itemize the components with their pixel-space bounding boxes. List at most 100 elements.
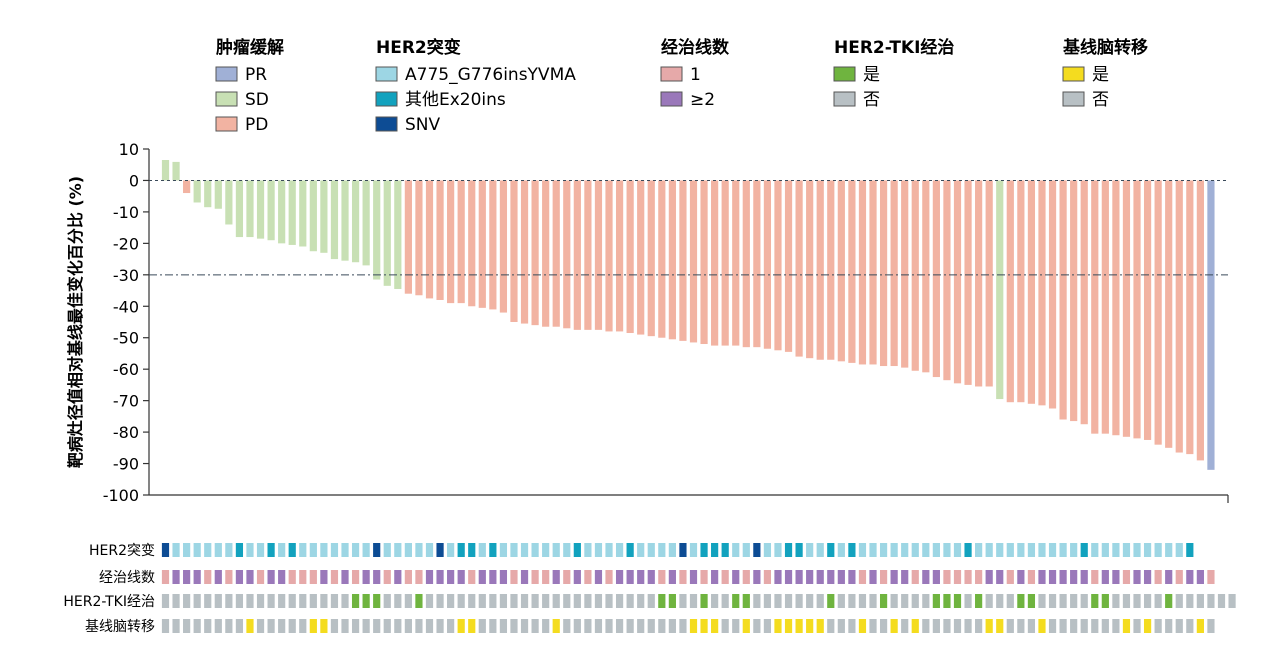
bar xyxy=(362,180,370,266)
track-cell xyxy=(879,543,888,557)
track-cell xyxy=(214,570,222,584)
bar xyxy=(732,180,740,346)
bar xyxy=(742,180,750,348)
track-cell xyxy=(901,543,909,557)
track-cell xyxy=(816,594,824,608)
track-cell xyxy=(362,570,370,584)
track-cell xyxy=(637,594,645,608)
track-cell xyxy=(784,619,793,633)
track-cell xyxy=(1122,543,1131,557)
track-cell xyxy=(172,570,180,584)
bar xyxy=(858,180,867,365)
track-cell xyxy=(1217,594,1226,608)
track-cell xyxy=(1122,594,1131,608)
track-cell xyxy=(499,543,508,557)
track-cell xyxy=(795,570,803,584)
bar xyxy=(1122,180,1131,437)
legend-label: 1 xyxy=(690,65,701,85)
track-cell xyxy=(330,594,339,608)
track-cell xyxy=(225,570,233,584)
track-cell xyxy=(869,543,877,557)
track-cell xyxy=(341,570,349,584)
track-cell xyxy=(362,619,370,633)
bar xyxy=(394,180,402,289)
track-cell xyxy=(1059,543,1067,557)
track-cell xyxy=(806,594,814,608)
track-cell xyxy=(1175,594,1183,608)
track-cell xyxy=(732,619,740,633)
bar xyxy=(1070,180,1078,422)
track-cell xyxy=(320,543,328,557)
track-cell xyxy=(668,570,676,584)
track-cell xyxy=(584,594,592,608)
legend-label: SNV xyxy=(405,115,441,135)
bar xyxy=(510,180,518,322)
track-cell xyxy=(1143,619,1152,633)
track-cell xyxy=(1165,594,1173,608)
track-cell xyxy=(267,570,275,584)
track-cell xyxy=(1228,594,1236,608)
track-cell xyxy=(1196,619,1204,633)
track-cell xyxy=(278,619,286,633)
bar xyxy=(1207,180,1215,470)
track-cell xyxy=(246,570,254,584)
bar xyxy=(1006,180,1014,403)
track-cell xyxy=(278,543,286,557)
legend-swatch xyxy=(215,116,238,132)
bar xyxy=(1080,180,1088,425)
track-cell xyxy=(943,594,951,608)
track-cell xyxy=(1017,619,1025,633)
track-cell xyxy=(1017,570,1025,584)
bar xyxy=(890,180,898,367)
track-cell xyxy=(626,594,634,608)
track-cell xyxy=(531,543,539,557)
bar xyxy=(1154,180,1162,445)
track-cell xyxy=(763,594,772,608)
track-cell xyxy=(848,543,856,557)
legend-title: 肿瘤缓解 xyxy=(216,37,284,58)
track-cell xyxy=(267,619,275,633)
track-cell xyxy=(1027,619,1036,633)
track-cell xyxy=(214,543,222,557)
track-cell xyxy=(953,570,962,584)
track-cell xyxy=(552,543,560,557)
track-cell xyxy=(753,619,761,633)
track-cell xyxy=(1101,594,1109,608)
track-cell xyxy=(256,619,265,633)
track-cell xyxy=(309,619,317,633)
track-cell xyxy=(753,543,761,557)
legend-label: 其他Ex20ins xyxy=(405,90,506,110)
legend-title: 经治线数 xyxy=(661,37,730,58)
legend-label: PR xyxy=(245,65,267,85)
track-cell xyxy=(341,619,349,633)
track-cell xyxy=(721,570,729,584)
track-cell xyxy=(975,543,983,557)
track-cell xyxy=(288,543,296,557)
track-cell xyxy=(573,594,581,608)
bars xyxy=(161,160,1215,470)
bar xyxy=(605,180,613,332)
track-cell xyxy=(563,570,571,584)
y-tick-label: -60 xyxy=(113,360,139,379)
track-cell xyxy=(742,570,750,584)
track-cell xyxy=(436,543,444,557)
bar xyxy=(784,180,793,352)
legend-swatch xyxy=(660,66,683,82)
track-cell xyxy=(1091,570,1099,584)
track-cell xyxy=(964,570,972,584)
track-cell xyxy=(161,619,170,633)
track-cell xyxy=(985,570,993,584)
track-cell xyxy=(394,543,402,557)
track-cell xyxy=(827,543,835,557)
track-cell xyxy=(1133,594,1141,608)
track-cell xyxy=(922,570,930,584)
track-cell xyxy=(753,594,761,608)
track-cell xyxy=(394,570,402,584)
track-cell xyxy=(478,619,486,633)
bar xyxy=(563,180,571,329)
track-cell xyxy=(1154,570,1162,584)
legend: 肿瘤缓解 PR SD PD HER2突变 A775_G776insYVMA 其他Ex20in… xyxy=(215,37,1148,135)
track-cell xyxy=(975,570,983,584)
